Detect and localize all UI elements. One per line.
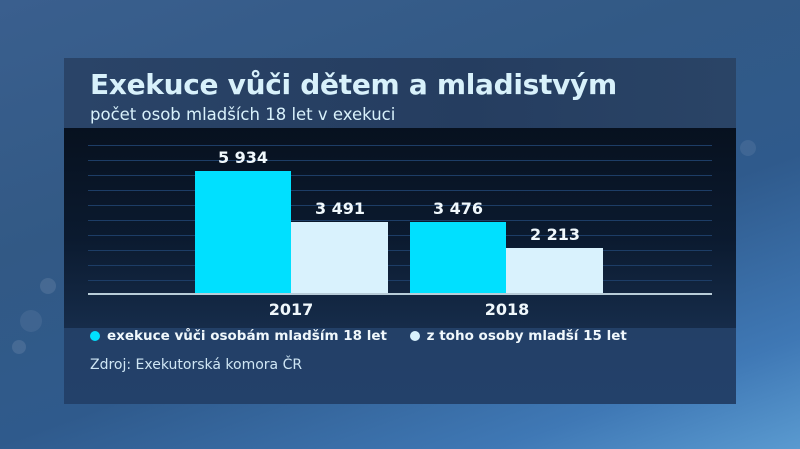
bar-2018-under18 — [410, 222, 506, 293]
plot-area: 5 934 3 491 3 476 2 213 2017 2018 — [64, 128, 736, 328]
value-label-2017-under15: 3 491 — [314, 199, 366, 218]
legend-label: z toho osoby mladší 15 let — [426, 328, 627, 344]
gridline — [88, 145, 712, 146]
bokeh-light — [740, 140, 756, 156]
gridline — [88, 220, 712, 221]
bokeh-light — [40, 278, 56, 294]
value-label-2018-under18: 3 476 — [432, 199, 484, 218]
gridline — [88, 265, 712, 266]
gridline — [88, 205, 712, 206]
bokeh-light — [20, 310, 42, 332]
legend: exekuce vůči osobám mladším 18 let z toh… — [90, 328, 645, 345]
gridline — [88, 235, 712, 236]
gridline — [88, 280, 712, 281]
x-axis — [88, 293, 712, 295]
bokeh-light — [12, 340, 26, 354]
gridline — [88, 175, 712, 176]
legend-dot-icon — [409, 331, 420, 341]
legend-item-under18: exekuce vůči osobám mladším 18 let — [90, 328, 387, 344]
bar-2018-under15 — [506, 248, 603, 293]
value-label-2017-under18: 5 934 — [217, 148, 269, 167]
bar-2017-under18 — [195, 171, 291, 293]
gridline — [88, 160, 712, 161]
chart-panel: Exekuce vůči dětem a mladistvým počet os… — [64, 58, 736, 404]
chart-subtitle: počet osob mladších 18 let v exekuci — [90, 105, 396, 124]
source-note: Zdroj: Exekutorská komora ČR — [90, 357, 303, 373]
category-label-2017: 2017 — [268, 300, 314, 319]
category-label-2018: 2018 — [484, 300, 530, 319]
title-block: Exekuce vůči dětem a mladistvým počet os… — [64, 58, 736, 128]
gridline — [88, 190, 712, 191]
legend-label: exekuce vůči osobám mladším 18 let — [107, 328, 387, 344]
legend-dot-icon — [90, 331, 100, 341]
gridline — [88, 250, 712, 251]
legend-item-under15: z toho osoby mladší 15 let — [409, 328, 627, 344]
bar-2017-under15 — [291, 222, 388, 293]
value-label-2018-under15: 2 213 — [529, 225, 581, 244]
chart-title: Exekuce vůči dětem a mladistvým — [90, 68, 617, 101]
